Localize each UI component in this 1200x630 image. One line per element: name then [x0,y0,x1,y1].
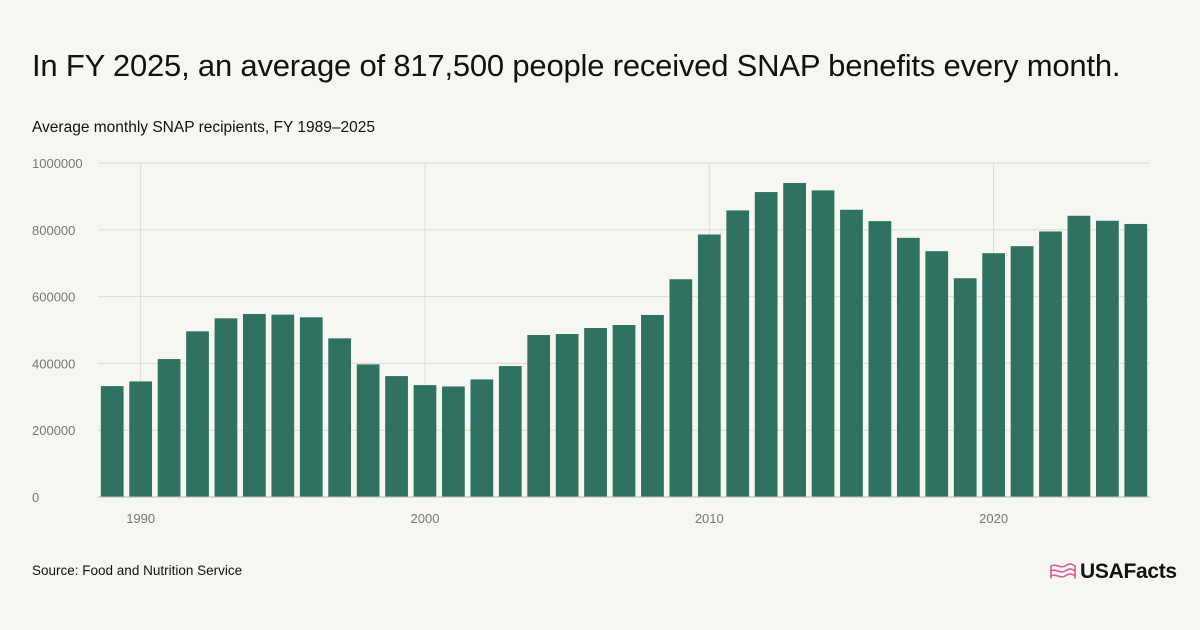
bar [953,278,977,497]
x-tick-label: 1990 [126,511,155,526]
bar [697,234,721,498]
bar [328,338,352,497]
bar [385,376,408,497]
bar [470,379,494,497]
bar [356,364,380,497]
bar [413,385,437,497]
y-tick-label: 1000000 [32,156,83,171]
bar [243,313,266,497]
bar [100,386,124,497]
source-note: Source: Food and Nutrition Service [32,563,243,578]
bar [129,381,153,497]
bar [783,183,806,498]
chart-headline: In FY 2025, an average of 817,500 people… [32,48,1121,83]
bar [527,335,551,497]
bar [612,324,636,497]
y-tick-label: 800000 [32,223,75,238]
bar-chart: 0 200000 400000 600000 800000 1000000 1990 200… [32,156,1150,526]
y-tick-label: 200000 [32,423,75,438]
y-axis-ticks: 0 200000 400000 600000 800000 1000000 [32,156,83,505]
bar [442,386,465,497]
bar [868,221,892,497]
bar [1124,223,1148,497]
chart-subtitle: Average monthly SNAP recipients, FY 1989… [32,119,375,136]
bar [982,253,1005,497]
bar [669,279,693,497]
bar [726,210,750,497]
bar [811,190,835,497]
bar [1095,220,1119,497]
x-tick-label: 2000 [411,511,440,526]
bar [641,314,664,497]
bar [584,328,607,497]
usafacts-logo[interactable]: USAFacts [1050,560,1177,584]
bar [1039,231,1062,497]
usafacts-flag-icon [1050,563,1076,579]
bar [840,209,863,497]
brand-name: USAFacts [1080,560,1177,583]
bar [299,317,323,497]
bar [1010,246,1034,497]
bar [555,334,579,497]
y-tick-label: 400000 [32,356,75,371]
bar [498,366,522,497]
bar [925,251,949,497]
x-tick-label: 2010 [695,511,724,526]
bar [754,192,778,497]
x-tick-label: 2020 [979,511,1008,526]
bar [271,314,295,497]
bar [157,359,181,497]
y-tick-label: 600000 [32,290,75,305]
bars [100,183,1148,498]
bar [1067,215,1091,497]
bar [214,318,238,497]
bar [896,237,920,497]
y-tick-label: 0 [32,490,39,505]
x-axis-ticks: 1990 2000 2010 2020 [126,511,1008,526]
bar [186,331,209,497]
